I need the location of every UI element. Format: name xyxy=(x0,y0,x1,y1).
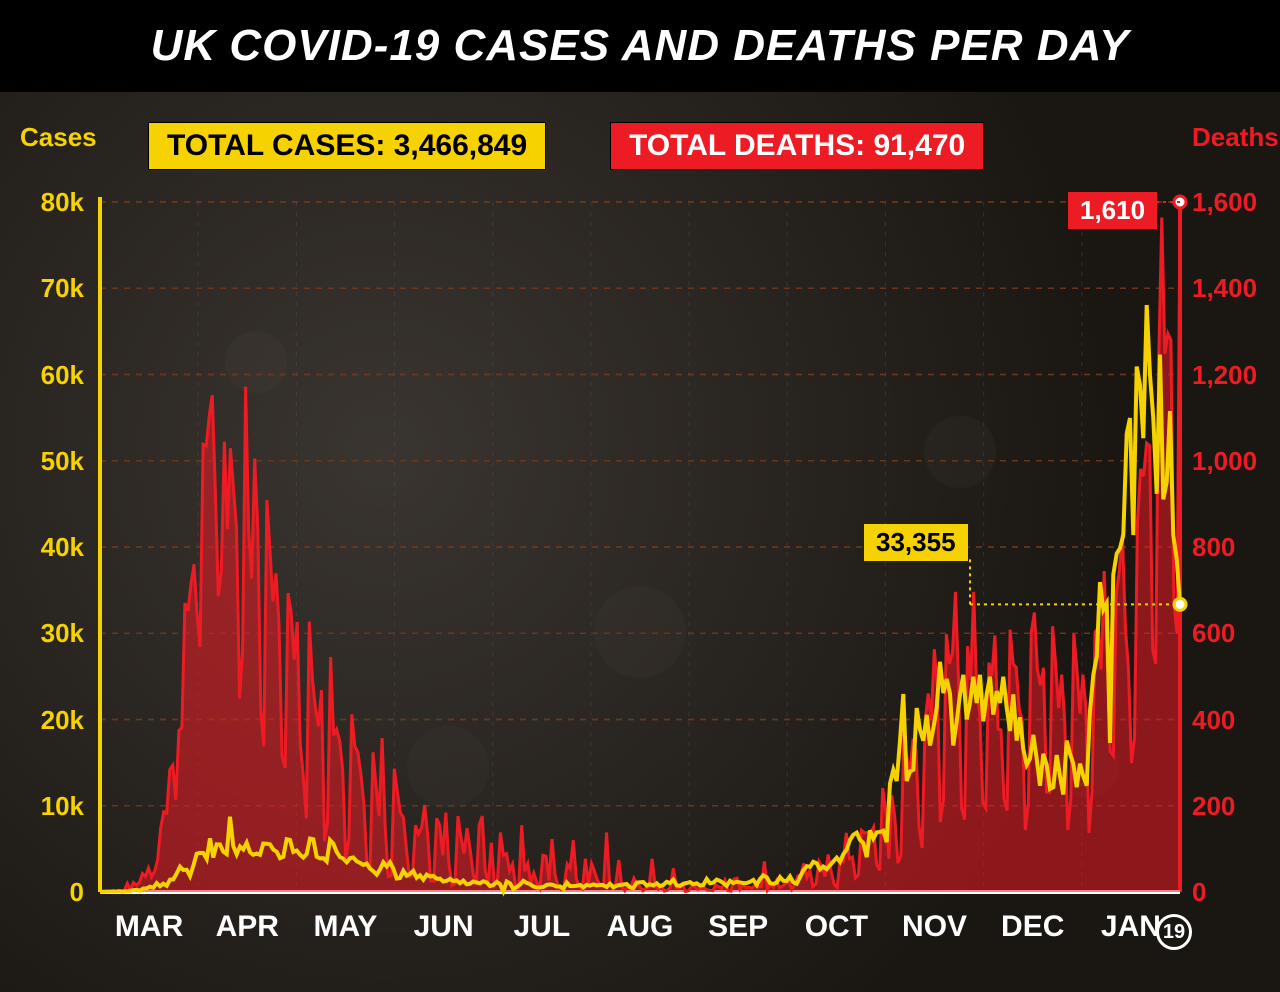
ytick-deaths: 800 xyxy=(1192,532,1272,563)
ytick-deaths: 0 xyxy=(1192,877,1272,908)
deaths-callout: 1,610 xyxy=(1068,192,1157,229)
date-marker: 19 xyxy=(1156,914,1192,950)
ytick-deaths: 1,600 xyxy=(1192,187,1272,218)
ytick-cases: 60k xyxy=(24,360,84,391)
ytick-cases: 20k xyxy=(24,705,84,736)
cases-callout: 33,355 xyxy=(864,524,968,561)
xtick-month: JUN xyxy=(414,910,474,944)
ytick-cases: 40k xyxy=(24,532,84,563)
xtick-month: MAY xyxy=(313,910,377,944)
xtick-month: MAR xyxy=(115,910,183,944)
xtick-month: SEP xyxy=(708,910,768,944)
ytick-cases: 0 xyxy=(24,877,84,908)
total-deaths-badge: TOTAL DEATHS: 91,470 xyxy=(610,122,984,170)
ytick-deaths: 200 xyxy=(1192,791,1272,822)
ytick-deaths: 400 xyxy=(1192,705,1272,736)
xtick-month: APR xyxy=(216,910,279,944)
chart-area: Cases Deaths TOTAL CASES: 3,466,849 TOTA… xyxy=(0,92,1280,992)
ytick-cases: 70k xyxy=(24,273,84,304)
ytick-deaths: 1,200 xyxy=(1192,360,1272,391)
page-title: UK COVID-19 CASES AND DEATHS PER DAY xyxy=(151,21,1130,71)
xtick-month: JUL xyxy=(513,910,570,944)
ytick-cases: 10k xyxy=(24,791,84,822)
xtick-month: NOV xyxy=(902,910,967,944)
ytick-cases: 30k xyxy=(24,618,84,649)
y-axis-deaths-label: Deaths xyxy=(1192,122,1279,153)
ytick-deaths: 1,400 xyxy=(1192,273,1272,304)
ytick-cases: 80k xyxy=(24,187,84,218)
y-axis-cases-label: Cases xyxy=(20,122,97,153)
xtick-month: AUG xyxy=(607,910,674,944)
xtick-month: JAN xyxy=(1101,910,1161,944)
ytick-cases: 50k xyxy=(24,446,84,477)
xtick-month: DEC xyxy=(1001,910,1064,944)
ytick-deaths: 600 xyxy=(1192,618,1272,649)
xtick-month: OCT xyxy=(805,910,868,944)
title-bar: UK COVID-19 CASES AND DEATHS PER DAY xyxy=(0,0,1280,92)
total-cases-badge: TOTAL CASES: 3,466,849 xyxy=(148,122,546,170)
ytick-deaths: 1,000 xyxy=(1192,446,1272,477)
